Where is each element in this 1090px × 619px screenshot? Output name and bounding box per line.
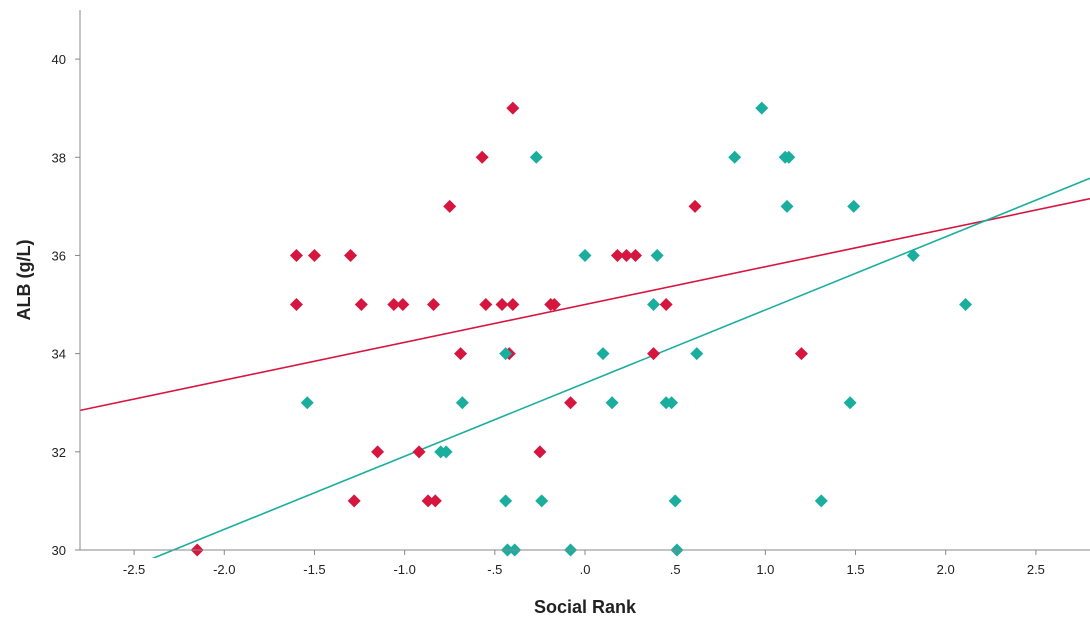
x-tick-label: .0 — [580, 562, 591, 577]
x-tick-label: 2.5 — [1027, 562, 1045, 577]
y-tick-label: 34 — [52, 347, 66, 362]
data-point-series-1 — [454, 347, 468, 361]
x-tick-label: .5 — [670, 562, 681, 577]
data-point-series-1 — [289, 248, 303, 262]
data-point-series-2 — [728, 150, 742, 164]
data-point-series-1 — [688, 199, 702, 213]
data-point-series-1 — [619, 248, 633, 262]
data-point-series-2 — [578, 248, 592, 262]
data-point-series-1 — [479, 298, 493, 312]
y-axis-ticks: 30 32 34 36 38 40 — [52, 52, 80, 558]
data-point-series-1 — [412, 445, 426, 459]
data-point-series-1 — [506, 101, 520, 115]
data-point-series-1 — [387, 298, 401, 312]
data-point-series-2 — [605, 396, 619, 410]
data-point-series-1 — [289, 298, 303, 312]
data-point-series-1 — [396, 298, 410, 312]
data-point-series-1 — [443, 199, 457, 213]
data-point-series-1 — [564, 396, 578, 410]
data-point-series-1 — [506, 298, 520, 312]
data-point-series-2 — [650, 248, 664, 262]
x-tick-label: -2.5 — [123, 562, 145, 577]
x-axis-title: Social Rank — [534, 597, 637, 617]
data-point-series-1 — [307, 248, 321, 262]
y-axis-title: ALB (g/L) — [14, 240, 34, 321]
data-point-series-2 — [665, 396, 679, 410]
data-point-series-1 — [421, 494, 435, 508]
y-tick-label: 32 — [52, 445, 66, 460]
x-tick-label: 2.0 — [937, 562, 955, 577]
data-point-series-2 — [535, 494, 549, 508]
data-point-series-2 — [668, 494, 682, 508]
data-point-series-2 — [690, 347, 704, 361]
data-point-series-1 — [371, 445, 385, 459]
fit-line-series-1 — [80, 197, 1090, 412]
axes — [79, 10, 1090, 551]
x-axis-ticks: -2.5 -2.0 -1.5 -1.0 -.5 .0 .5 1.0 1.5 2.0 2.5 — [123, 550, 1045, 577]
data-point-series-1 — [610, 248, 624, 262]
y-tick-label: 36 — [52, 248, 66, 263]
data-point-series-1 — [794, 347, 808, 361]
data-point-series-1 — [354, 298, 368, 312]
x-tick-label: -.5 — [487, 562, 502, 577]
x-tick-label: -2.0 — [213, 562, 235, 577]
data-point-series-2 — [780, 199, 794, 213]
data-point-series-2 — [499, 347, 513, 361]
data-point-series-2 — [455, 396, 469, 410]
data-point-series-2 — [814, 494, 828, 508]
x-tick-label: -1.0 — [393, 562, 415, 577]
fit-line-series-2 — [151, 177, 1090, 558]
data-point-series-2 — [906, 248, 920, 262]
data-point-series-2 — [596, 347, 610, 361]
data-point-series-2 — [847, 199, 861, 213]
y-tick-label: 38 — [52, 150, 66, 165]
data-point-series-1 — [428, 494, 442, 508]
data-point-series-1 — [344, 248, 358, 262]
data-point-series-1 — [533, 445, 547, 459]
fit-lines — [80, 177, 1090, 558]
data-point-series-1 — [547, 298, 561, 312]
data-point-series-2 — [300, 396, 314, 410]
data-point-series-1 — [647, 347, 661, 361]
data-point-series-2 — [647, 298, 661, 312]
data-point-series-2 — [843, 396, 857, 410]
x-tick-label: 1.0 — [756, 562, 774, 577]
data-point-series-2 — [439, 445, 453, 459]
data-point-series-1 — [659, 298, 673, 312]
data-point-series-2 — [959, 298, 973, 312]
data-point-series-2 — [755, 101, 769, 115]
data-points — [190, 101, 973, 557]
data-point-series-1 — [475, 150, 489, 164]
x-tick-label: 1.5 — [846, 562, 864, 577]
data-point-series-1 — [495, 298, 509, 312]
y-tick-label: 30 — [52, 543, 66, 558]
y-tick-label: 40 — [52, 52, 66, 67]
data-point-series-2 — [499, 494, 513, 508]
data-point-series-1 — [347, 494, 361, 508]
data-point-series-2 — [782, 150, 796, 164]
x-tick-label: -1.5 — [303, 562, 325, 577]
data-point-series-2 — [529, 150, 543, 164]
data-point-series-1 — [629, 248, 642, 262]
data-point-series-1 — [427, 298, 440, 312]
